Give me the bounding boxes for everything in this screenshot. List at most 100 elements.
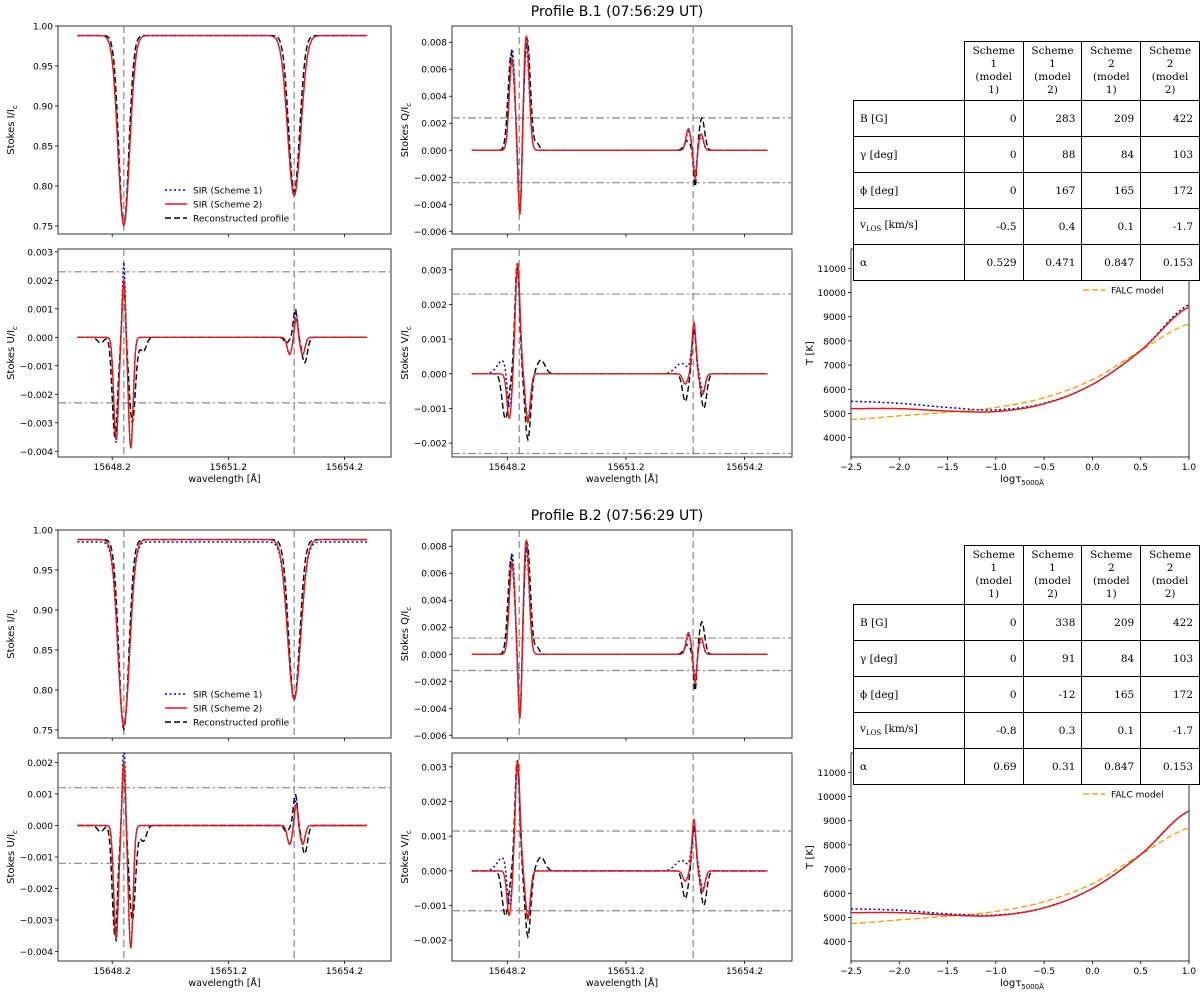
table-cell: 167	[1022, 172, 1083, 209]
stokes-q-ytick-label: 0.004	[421, 93, 447, 103]
logtau-xtick-label: 0.5	[1134, 967, 1148, 977]
stokes-i-panel	[55, 529, 392, 741]
inversion-parameters-table: Scheme 1 (model 1) Scheme 1 (model 2) Scheme…	[853, 545, 1200, 785]
stokes-v-xtick-label: 15654.2	[726, 463, 763, 473]
table-cell: 165	[1081, 172, 1142, 209]
stokes-u-xtick-label: 15648.2	[94, 967, 131, 977]
stokes-q-ytick-label: −0.006	[414, 732, 448, 742]
table-cell: 0	[963, 604, 1024, 641]
table-row: ϕ [deg] 0 -12 165 172	[853, 676, 1200, 713]
stokes-i-ylabel: Stokes I/Ic	[6, 609, 19, 659]
table-cell: 0.31	[1022, 748, 1083, 785]
table-corner	[854, 42, 965, 101]
stokes-i-ytick-label: 0.75	[33, 223, 53, 233]
stokes-u-xtick-label: 15648.2	[94, 463, 131, 473]
stokes-u-xlabel: wavelength [Å]	[188, 473, 260, 485]
scheme2-curve-i	[77, 538, 367, 728]
stokes-u-ytick-label: −0.002	[20, 391, 53, 401]
table-cell: 0.153	[1140, 244, 1200, 281]
table-cell: -12	[1022, 676, 1083, 713]
logtau-xtick-label: 1.0	[1182, 967, 1197, 977]
stokes-q-ytick-label: 0.002	[421, 120, 447, 130]
stokes-v-ylabel: Stokes V/Ic	[400, 830, 413, 884]
logtau-xtick-label: 0.5	[1134, 463, 1148, 473]
logtau-xtick-label: −0.5	[1033, 967, 1055, 977]
stokes-i-ylabel: Stokes I/Ic	[6, 105, 19, 155]
stokes-u-ylabel: Stokes U/Ic	[6, 326, 19, 380]
table-row-label: ϕ [deg]	[853, 172, 965, 209]
stokes-v-ytick-label: 0.003	[421, 266, 447, 276]
table-cell: 422	[1140, 604, 1200, 641]
table-row: vLOS [km/s] -0.5 0.4 0.1 -1.7	[853, 208, 1200, 245]
scheme2-curve-q	[471, 35, 768, 215]
scheme2-curve-u	[77, 761, 367, 949]
scheme2-temperature-curve	[851, 306, 1190, 413]
table-cell: 84	[1081, 136, 1142, 173]
temp-ytick-label: 9000	[823, 313, 846, 323]
stokes-q-ytick-label: 0.008	[421, 543, 447, 553]
logtau-xtick-label: −0.5	[1033, 463, 1055, 473]
temp-ytick-label: 4000	[823, 938, 846, 948]
table-header: Scheme 1 (model 1)	[963, 41, 1024, 101]
stokes-u-ytick-label: −0.001	[20, 362, 53, 372]
logtau-xlabel: logτ5000Å	[1000, 474, 1044, 487]
table-cell: 0	[963, 676, 1024, 713]
scheme2-curve-v	[471, 759, 768, 922]
falc-curve	[850, 827, 1190, 925]
table-row: B [G] 0 283 209 422	[853, 100, 1200, 137]
table-row: B [G] 0 338 209 422	[853, 604, 1200, 641]
scheme2-curve-v	[471, 262, 768, 425]
stokes-legend-label: SIR (Scheme 1)	[193, 187, 262, 197]
reconstructed-curve-u	[77, 282, 367, 437]
stokes-q-panel-frame	[451, 25, 793, 235]
stokes-q-ytick-label: −0.002	[414, 678, 447, 688]
stokes-legend-label: SIR (Scheme 2)	[193, 201, 262, 211]
falc-curve	[850, 323, 1190, 421]
temperature-legend-label: FALC model	[1111, 287, 1164, 297]
stokes-u-ytick-label: −0.004	[20, 948, 54, 958]
profile-title: Profile B.2 (07:56:29 UT)	[531, 508, 703, 524]
stokes-u-ytick-label: −0.001	[20, 854, 53, 864]
stokes-q-ytick-label: 0.008	[421, 39, 447, 49]
stokes-u-ytick-label: 0.000	[27, 822, 53, 832]
table-cell: 422	[1140, 100, 1200, 137]
logtau-xtick-label: −1.5	[937, 463, 959, 473]
stokes-legend-label: Reconstructed profile	[193, 719, 290, 729]
stokes-legend-label: SIR (Scheme 2)	[193, 705, 262, 715]
table-cell: 0.1	[1081, 208, 1142, 245]
stokes-q-ytick-label: −0.006	[414, 228, 448, 238]
profile-title: Profile B.1 (07:56:29 UT)	[531, 4, 703, 20]
stokes-q-ytick-label: 0.004	[421, 597, 447, 607]
inversion-parameters-table: Scheme 1 (model 1) Scheme 1 (model 2) Scheme…	[853, 41, 1200, 281]
stokes-q-ytick-label: −0.004	[414, 705, 448, 715]
table-cell: 91	[1022, 640, 1083, 677]
reconstructed-curve-u	[77, 765, 367, 936]
stokes-u-xtick-label: 15654.2	[326, 967, 363, 977]
stokes-q-ytick-label: 0.006	[421, 570, 447, 580]
table-cell: 88	[1022, 136, 1083, 173]
table-corner	[854, 546, 965, 605]
temp-ytick-label: 6000	[823, 386, 846, 396]
stokes-u-ytick-label: −0.003	[20, 917, 53, 927]
table-cell: 0.153	[1140, 748, 1200, 785]
temp-ytick-label: 10000	[817, 289, 846, 299]
stokes-v-ytick-label: 0.001	[421, 336, 447, 346]
stokes-u-ytick-label: 0.002	[27, 759, 53, 769]
stokes-u-xtick-label: 15651.2	[210, 463, 247, 473]
table-header: Scheme 1 (model 2)	[1022, 41, 1083, 101]
table-row: γ [deg] 0 91 84 103	[853, 640, 1200, 677]
table-row-label: B [G]	[853, 604, 965, 641]
stokes-u-ytick-label: −0.002	[20, 885, 53, 895]
table-cell: -0.8	[963, 712, 1024, 749]
table-cell: 0.471	[1022, 244, 1083, 281]
table-row-label: α	[853, 244, 965, 281]
table-cell: 0.847	[1081, 748, 1142, 785]
table-cell: 0	[963, 172, 1024, 209]
logtau-xtick-label: −2.0	[888, 967, 910, 977]
table-row-label: vLOS [km/s]	[853, 208, 965, 245]
table-cell: 338	[1022, 604, 1083, 641]
table-row: ϕ [deg] 0 167 165 172	[853, 172, 1200, 209]
stokes-q-ytick-label: −0.002	[414, 174, 447, 184]
table-header: Scheme 2 (model 1)	[1081, 545, 1142, 605]
table-cell: -0.5	[963, 208, 1024, 245]
